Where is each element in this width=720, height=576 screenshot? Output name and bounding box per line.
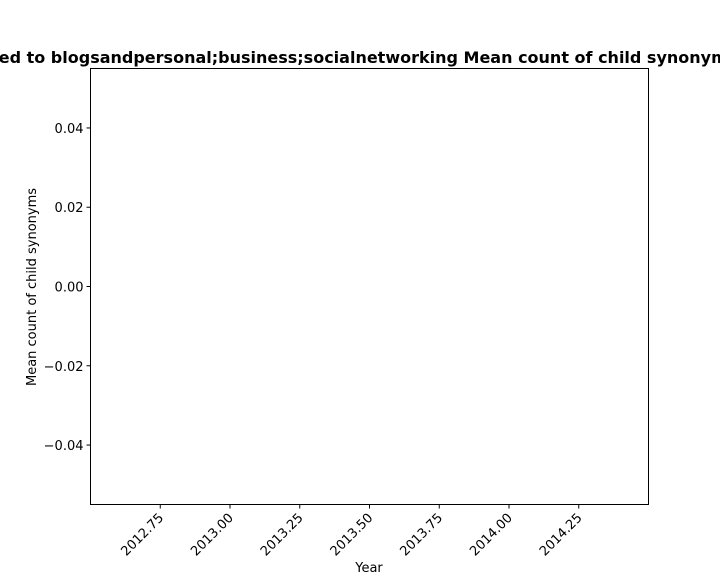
- x-axis: 2012.75 2013.00 2013.25 2013.50 2013.75 2014.…: [118, 504, 586, 560]
- y-tick-label: 0.00: [55, 281, 84, 296]
- x-tick-label: 2013.25: [258, 511, 307, 560]
- x-tick-label: 2013.00: [188, 511, 237, 560]
- y-tick-label: 0.02: [55, 201, 84, 216]
- y-axis: 0.04 0.02 0.00 −0.02 −0.04: [44, 122, 91, 454]
- y-tick-label: 0.04: [55, 122, 84, 137]
- x-tick-label: 2014.25: [537, 511, 586, 560]
- x-tick-label: 2014.00: [467, 511, 516, 560]
- chart-title: ed to blogsandpersonal;business;socialne…: [0, 48, 720, 67]
- x-tick-label: 2013.75: [397, 511, 446, 560]
- x-axis-label: Year: [354, 561, 383, 576]
- x-tick-label: 2012.75: [118, 511, 167, 560]
- y-axis-label: Mean count of child synonyms: [25, 188, 40, 386]
- y-tick-label: −0.04: [44, 439, 84, 454]
- x-tick-label: 2013.50: [328, 511, 377, 560]
- plot-area: [90, 68, 649, 505]
- y-tick-label: −0.02: [44, 360, 84, 375]
